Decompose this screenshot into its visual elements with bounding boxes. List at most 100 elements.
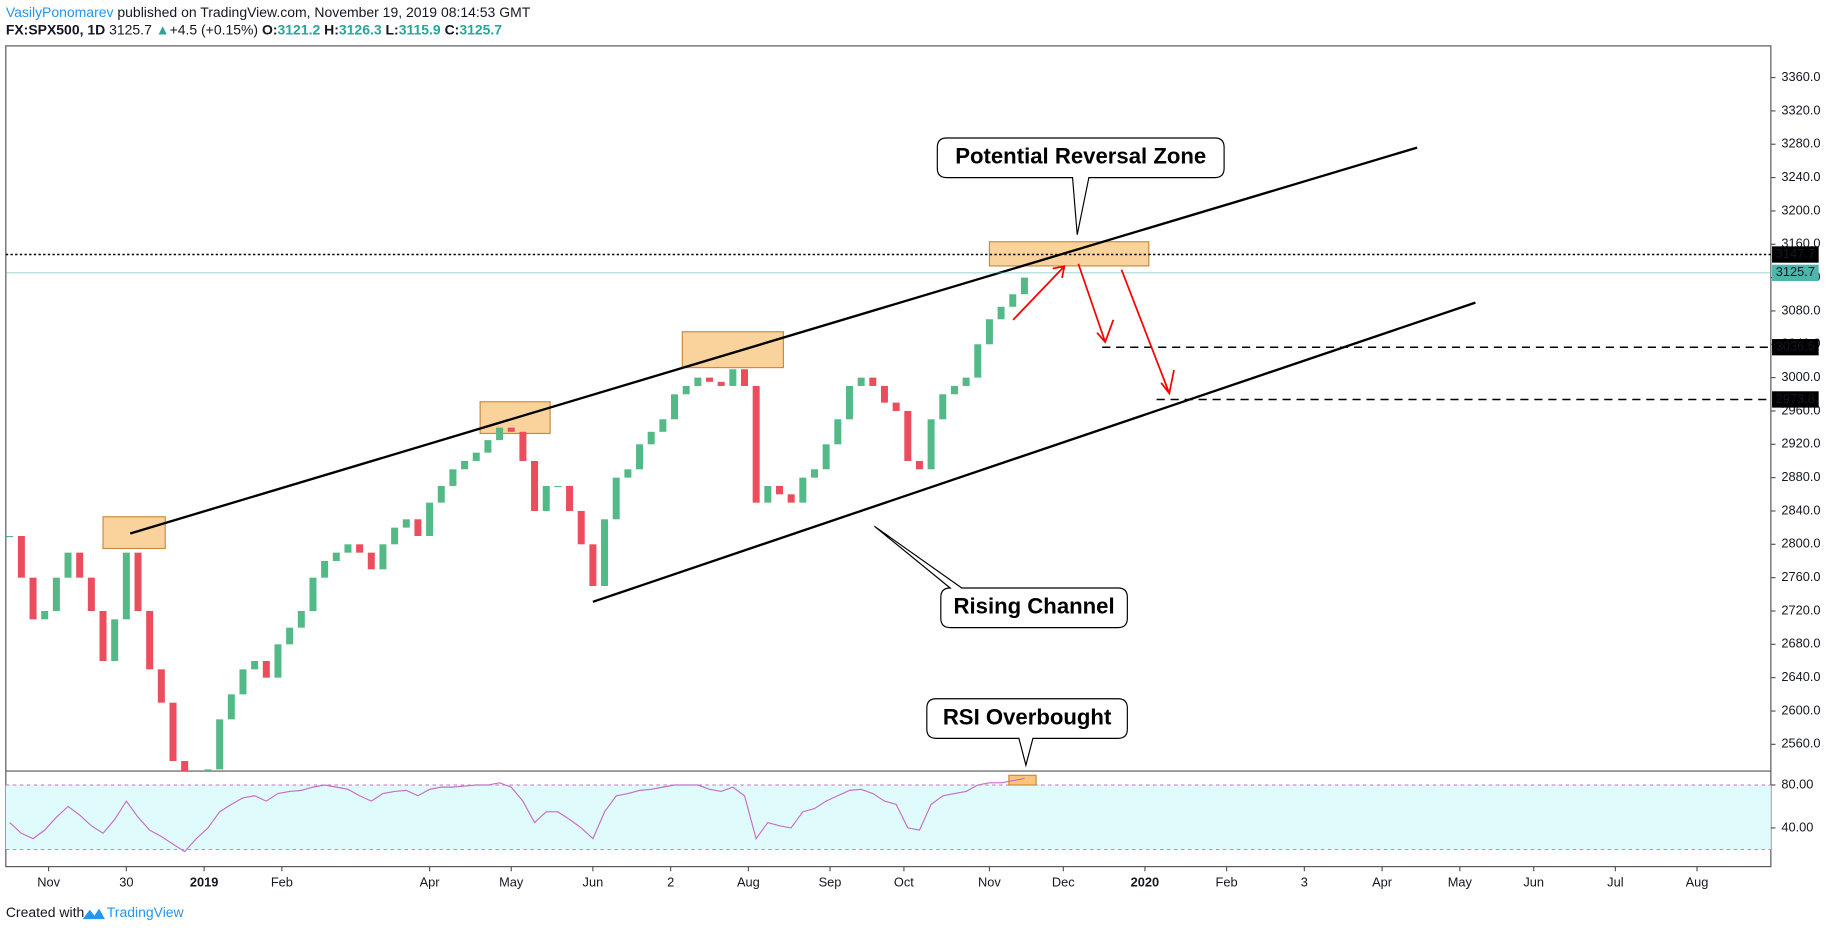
level-label: 3036.5 xyxy=(1776,339,1815,354)
y-tick-label: 2560.0 xyxy=(1781,736,1820,751)
arrow: ▲ xyxy=(156,21,170,37)
candle xyxy=(706,377,714,382)
candle xyxy=(437,485,445,503)
candle xyxy=(939,394,947,420)
candle xyxy=(99,610,107,662)
candle xyxy=(29,577,37,620)
candle xyxy=(17,535,25,578)
candle xyxy=(274,644,282,678)
x-tick-label: May xyxy=(499,874,524,889)
last-price-box xyxy=(1772,264,1819,282)
candle xyxy=(414,519,422,536)
x-tick-label: Dec xyxy=(1052,874,1075,889)
x-tick-label: Aug xyxy=(1686,874,1709,889)
y-tick-label: 80.00 xyxy=(1781,776,1813,791)
candle xyxy=(741,369,749,386)
callout-text: Rising Channel xyxy=(954,594,1115,619)
candle xyxy=(671,394,679,420)
level-label: 3147.7 xyxy=(1776,246,1815,261)
arrow xyxy=(1077,263,1115,344)
candle xyxy=(589,544,597,586)
candle xyxy=(927,419,935,470)
level-label-box xyxy=(1772,246,1819,263)
candle xyxy=(845,385,853,420)
candle xyxy=(41,610,49,620)
candle xyxy=(449,469,457,486)
y-tick-label: 2720.0 xyxy=(1781,602,1820,617)
candle xyxy=(752,385,760,503)
candle xyxy=(577,510,585,545)
chart-frame xyxy=(5,45,1772,868)
rsi-layer xyxy=(5,774,1771,853)
candle xyxy=(869,377,877,386)
candle xyxy=(461,460,469,470)
candle xyxy=(52,577,60,611)
candle xyxy=(554,485,562,488)
x-tick-label: Feb xyxy=(1216,874,1238,889)
candle xyxy=(857,377,865,386)
callout-box xyxy=(873,525,1128,629)
change: +4.5 (+0.15%) xyxy=(170,21,259,37)
y-tick-label: 3280.0 xyxy=(1781,136,1820,151)
candle xyxy=(601,519,609,586)
x-tick-label: 2019 xyxy=(190,874,219,889)
zone xyxy=(681,331,784,369)
x-tick-label: Apr xyxy=(1372,874,1393,889)
candle xyxy=(391,527,399,545)
candle xyxy=(799,477,807,503)
candle xyxy=(239,669,247,695)
published: published on TradingView.com, November 1… xyxy=(117,4,530,20)
author[interactable]: VasilyPonomarev xyxy=(6,4,114,20)
channel-line xyxy=(129,146,1418,535)
y-tick-label: 2680.0 xyxy=(1781,636,1820,651)
callout-box xyxy=(926,698,1128,768)
symbol: FX:SPX500, 1D xyxy=(6,21,105,37)
candle xyxy=(122,552,130,620)
candle xyxy=(542,485,550,511)
x-tick-label: Jul xyxy=(1607,874,1623,889)
candle xyxy=(624,469,632,478)
y-tick-label: 3200.0 xyxy=(1781,202,1820,217)
y-tick-label: 2880.0 xyxy=(1781,469,1820,484)
candle xyxy=(1009,294,1017,307)
candle xyxy=(64,552,72,578)
x-tick-label: Aug xyxy=(737,874,760,889)
candle xyxy=(834,419,842,445)
candle xyxy=(379,544,387,570)
level-label: 2973.8 xyxy=(1776,391,1815,406)
candle xyxy=(822,444,830,470)
y-tick-label: 2800.0 xyxy=(1781,536,1820,551)
candle xyxy=(111,619,119,662)
candle xyxy=(764,485,772,503)
y-tick-label: 40.00 xyxy=(1781,819,1813,834)
candle xyxy=(496,427,504,441)
y-tick-label: 3000.0 xyxy=(1781,369,1820,384)
x-tick-label: Oct xyxy=(894,874,914,889)
candle xyxy=(297,610,305,628)
created: Created with xyxy=(6,904,84,920)
arrow xyxy=(1120,269,1175,396)
candle xyxy=(717,381,725,386)
arrow xyxy=(1012,265,1066,321)
l: 3115.9 xyxy=(399,21,441,37)
candle xyxy=(321,560,329,578)
logo xyxy=(82,908,105,920)
candle xyxy=(531,460,539,511)
y-tick-label: 3240.0 xyxy=(1781,169,1820,184)
callout-box xyxy=(936,137,1225,235)
candle xyxy=(146,610,154,670)
candle xyxy=(694,377,702,386)
candle xyxy=(169,702,177,762)
y-tick-label: 3320.0 xyxy=(1781,102,1820,117)
l-label: L: xyxy=(386,21,399,37)
rsi-zone xyxy=(1008,774,1037,786)
candle xyxy=(6,535,14,538)
x-tick-label: 3 xyxy=(1301,874,1308,889)
candle xyxy=(682,385,690,395)
candle xyxy=(216,719,224,770)
candle xyxy=(775,485,783,495)
candle xyxy=(251,661,259,670)
brand[interactable]: TradingView xyxy=(107,904,185,920)
y-tick-label: 2920.0 xyxy=(1781,436,1820,451)
